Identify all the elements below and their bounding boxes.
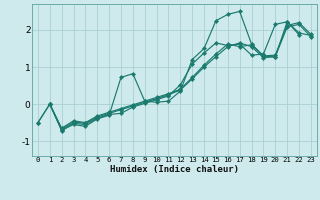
X-axis label: Humidex (Indice chaleur): Humidex (Indice chaleur) [110, 165, 239, 174]
